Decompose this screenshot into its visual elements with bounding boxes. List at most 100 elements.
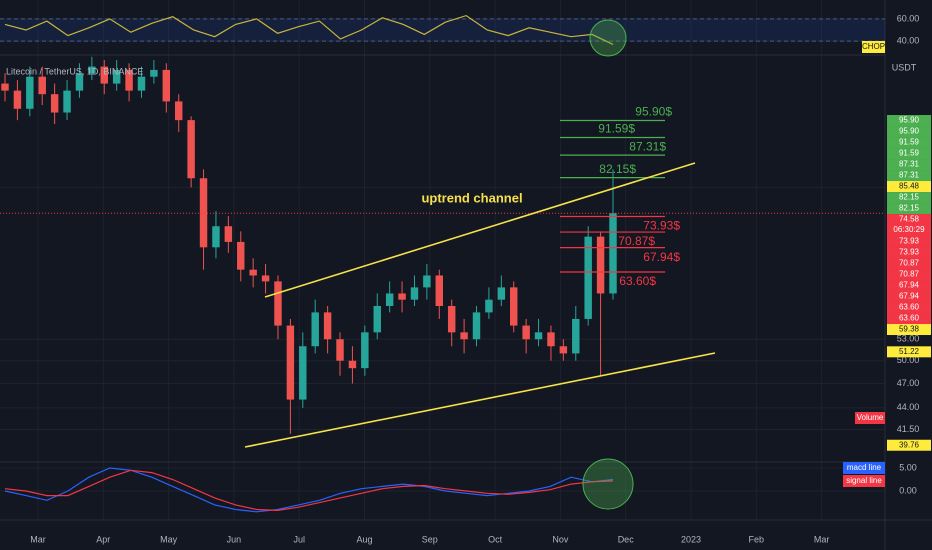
x-tick-label: May xyxy=(160,534,178,544)
price-tag-label: 95.90 xyxy=(899,127,920,136)
price-tag xyxy=(887,115,931,127)
candle-body xyxy=(336,339,344,361)
candle-body xyxy=(361,332,369,369)
price-tag-label: 59.38 xyxy=(899,325,920,334)
candle-body xyxy=(187,120,195,179)
candle-body xyxy=(112,69,121,84)
candle-body xyxy=(559,346,568,354)
x-tick-label: Jul xyxy=(293,534,305,544)
price-tag-label: 67.94 xyxy=(899,281,920,290)
legend-label: macd line xyxy=(847,463,882,472)
price-tag xyxy=(887,258,931,270)
y-tick-label: 47.00 xyxy=(897,378,920,388)
price-tag-label: 74.58 xyxy=(899,215,920,224)
candle-body xyxy=(323,312,332,340)
price-tag-label: 82.15 xyxy=(899,204,920,213)
trend-line xyxy=(244,352,716,448)
x-tick-label: Feb xyxy=(749,534,765,544)
y-tick-label: 40.00 xyxy=(897,35,920,45)
price-tag-label: 73.93 xyxy=(899,248,920,257)
candle-body xyxy=(510,287,518,326)
volume-label: Volume xyxy=(857,413,884,422)
y-tick-label: 5.00 xyxy=(899,462,917,472)
candle-body xyxy=(224,226,233,242)
price-tag-label: 82.15 xyxy=(899,193,920,202)
price-tag-label: 87.31 xyxy=(899,171,920,180)
plot xyxy=(0,14,885,513)
candle-body xyxy=(497,287,506,300)
level-label: 95.90$ xyxy=(635,105,672,119)
price-tag xyxy=(887,236,931,248)
price-tag xyxy=(887,203,931,215)
price-tag-label: 51.22 xyxy=(899,347,920,356)
x-tick-label: Oct xyxy=(488,534,503,544)
series-line xyxy=(4,467,614,513)
price-tag-label: 39.76 xyxy=(899,440,920,449)
candle-body xyxy=(534,332,543,340)
price-tag xyxy=(887,302,931,314)
candle-body xyxy=(100,66,108,84)
x-tick-label: 2023 xyxy=(681,534,701,544)
price-tag xyxy=(887,181,931,193)
series-line xyxy=(4,469,614,512)
level-label: 73.93$ xyxy=(643,219,680,233)
candle-body xyxy=(286,325,295,400)
series-line xyxy=(4,14,614,45)
x-tick-label: Mar xyxy=(30,534,46,544)
candle-body xyxy=(348,360,357,369)
y-tick-label: 50.00 xyxy=(897,355,920,365)
candle-body xyxy=(460,332,468,340)
price-tag xyxy=(887,439,931,451)
band xyxy=(0,18,885,42)
trend-line xyxy=(264,162,696,298)
candle-body xyxy=(311,312,319,347)
price-tag-label: 87.31 xyxy=(899,160,920,169)
legend-badge xyxy=(843,462,885,474)
candle-body xyxy=(88,66,96,74)
candle-body xyxy=(435,275,444,306)
legend-badge xyxy=(843,475,885,487)
candle-body xyxy=(174,101,183,121)
price-tag xyxy=(887,324,931,336)
candle-body xyxy=(38,76,46,95)
candle-body xyxy=(423,275,431,288)
price-tag-label: 70.87 xyxy=(899,259,920,268)
candle-body xyxy=(162,69,171,102)
price-tag xyxy=(887,247,931,259)
candle-body xyxy=(472,312,481,340)
candle-body xyxy=(299,346,307,400)
level-label: 91.59$ xyxy=(598,122,635,136)
x-tick-label: Mar xyxy=(814,534,830,544)
price-tag-label: 95.90 xyxy=(899,116,920,125)
candle-body xyxy=(75,73,84,91)
x-tick-label: Nov xyxy=(552,534,569,544)
y-tick-label: 53.00 xyxy=(897,334,920,344)
overlay: 80.0053.0050.0047.0044.0041.50MarAprMayJ… xyxy=(30,13,931,544)
candle-body xyxy=(26,76,34,109)
x-tick-label: Dec xyxy=(618,534,635,544)
candle-body xyxy=(572,318,580,354)
x-tick-label: Aug xyxy=(356,534,372,544)
candle-body xyxy=(137,76,146,91)
candle-body xyxy=(150,69,158,77)
level-label: 82.15$ xyxy=(599,162,636,176)
candle-body xyxy=(63,90,71,113)
price-tag xyxy=(887,269,931,281)
x-tick-label: Sep xyxy=(422,534,438,544)
price-tag xyxy=(887,313,931,325)
candle-body xyxy=(212,226,220,248)
legend-badge xyxy=(862,41,885,53)
y-tick-label: 41.50 xyxy=(897,424,920,434)
price-tag-label: 85.48 xyxy=(899,182,920,191)
candle-body xyxy=(522,325,530,340)
candle-body xyxy=(237,241,245,270)
x-tick-label: Jun xyxy=(227,534,242,544)
price-tag xyxy=(887,137,931,149)
price-tag-label: 63.60 xyxy=(899,314,920,323)
highlight-circle xyxy=(589,19,627,57)
price-tag-label: 91.59 xyxy=(899,149,920,158)
legend-label: signal line xyxy=(846,476,882,485)
price-tag xyxy=(887,126,931,138)
